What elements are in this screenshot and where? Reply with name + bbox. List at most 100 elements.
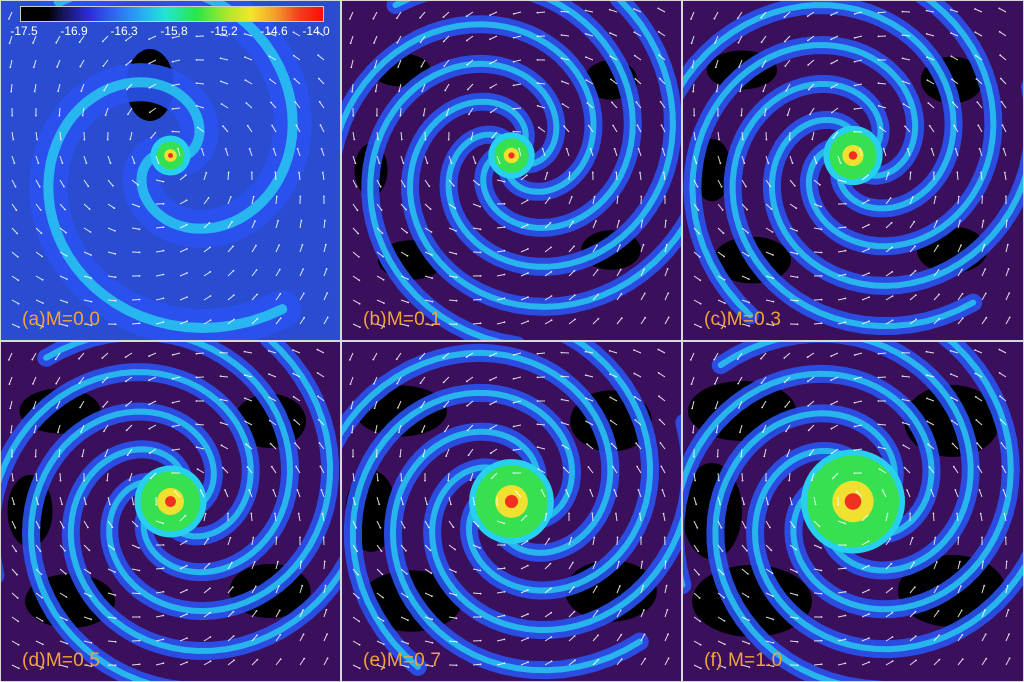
vector	[397, 400, 402, 409]
vector	[739, 424, 743, 433]
vector-head	[114, 664, 117, 667]
vector-head	[525, 174, 528, 177]
vector	[299, 244, 303, 253]
vector	[472, 322, 481, 325]
vector	[634, 55, 642, 61]
vector-head	[906, 489, 908, 491]
vector-head	[245, 443, 248, 446]
vector-head	[10, 90, 13, 93]
vector-head	[740, 455, 742, 458]
vector-head	[466, 64, 469, 66]
vector	[784, 376, 791, 383]
vector	[376, 592, 384, 598]
vector-head	[9, 407, 12, 410]
vector	[903, 103, 911, 109]
vector-head	[244, 397, 246, 400]
vector-head	[719, 503, 722, 506]
vector-head	[219, 57, 222, 60]
vector	[35, 640, 44, 645]
vector-head	[820, 251, 823, 254]
vector	[854, 352, 863, 356]
vector	[83, 496, 87, 505]
vector-head	[125, 88, 128, 91]
vector-head	[830, 452, 833, 455]
vector-head	[938, 658, 941, 661]
vector-head	[667, 657, 670, 660]
vector	[717, 251, 725, 257]
vector	[376, 496, 380, 505]
vector-head	[303, 657, 306, 660]
vector	[33, 400, 37, 409]
vector	[765, 155, 769, 164]
vector-head	[150, 136, 153, 139]
core-center	[504, 494, 519, 509]
vector	[592, 196, 596, 205]
vector	[400, 299, 409, 303]
vector	[443, 59, 450, 67]
vector-head	[372, 17, 375, 20]
vector-head	[208, 562, 211, 565]
vector	[592, 269, 598, 277]
vector	[976, 442, 983, 450]
vector	[837, 155, 842, 164]
vector	[784, 35, 791, 42]
vector-head	[619, 609, 622, 612]
vector-head	[527, 637, 529, 639]
vector	[350, 400, 354, 409]
vector	[172, 107, 181, 110]
vector-head	[853, 401, 856, 404]
vector-head	[268, 396, 271, 399]
vector-head	[489, 452, 492, 455]
vector-head	[114, 617, 117, 620]
vector-head	[718, 138, 720, 141]
vector-head	[560, 10, 563, 13]
spiral-arms	[0, 341, 341, 682]
vector	[592, 561, 597, 570]
vector	[713, 352, 719, 360]
vector-head	[1008, 316, 1011, 319]
vector-head	[14, 527, 17, 529]
vector-head	[536, 446, 539, 449]
vector-head	[268, 32, 270, 34]
vector	[789, 155, 793, 164]
panel-label-e: (e)M=0.7	[363, 650, 442, 671]
vector	[55, 352, 61, 360]
vector-head	[55, 41, 58, 44]
vector	[448, 155, 452, 164]
vector	[837, 179, 846, 183]
vector	[693, 472, 696, 481]
vector-head	[901, 421, 904, 424]
vector	[317, 372, 325, 378]
vector	[633, 8, 642, 13]
vector-head	[294, 101, 297, 103]
vector-head	[811, 138, 814, 141]
vector	[489, 400, 498, 405]
vector	[789, 640, 798, 643]
vector-head	[925, 374, 928, 376]
vector-head	[467, 454, 470, 457]
vector	[59, 496, 63, 505]
vector-head	[748, 301, 751, 304]
vector	[635, 442, 642, 450]
vector	[448, 568, 457, 573]
vector	[174, 491, 181, 498]
vector-head	[430, 572, 433, 575]
vector-head	[90, 618, 93, 621]
vector	[691, 400, 695, 409]
vector	[544, 295, 552, 301]
vector-head	[585, 56, 587, 59]
vector-head	[450, 162, 453, 165]
vector	[789, 275, 798, 278]
vector-head	[809, 113, 811, 116]
vector	[247, 466, 253, 474]
arm-core	[465, 341, 654, 594]
colorbar-tick: -16.9	[60, 24, 88, 38]
vector-head	[760, 16, 762, 19]
vector-head	[466, 88, 469, 91]
vector	[520, 320, 529, 325]
vector	[588, 125, 594, 133]
vector	[568, 270, 575, 277]
vector	[837, 297, 846, 301]
vector-head	[692, 431, 694, 434]
vector-head	[695, 162, 698, 165]
